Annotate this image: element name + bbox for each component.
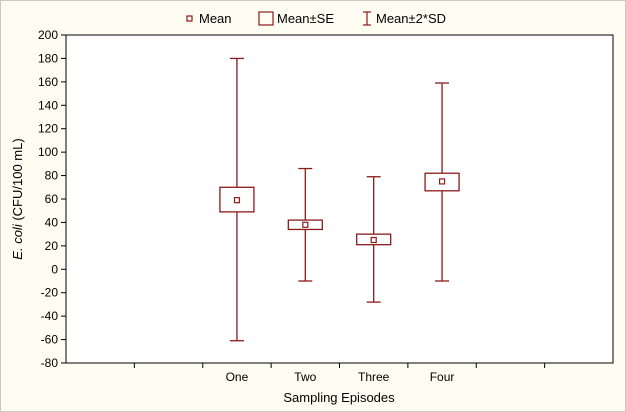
x-tick-label: Three xyxy=(358,370,390,384)
se-box xyxy=(424,172,460,192)
y-tick-label: 180 xyxy=(38,51,58,65)
y-tick-label: 100 xyxy=(38,145,58,159)
y-tick-label: 140 xyxy=(38,98,58,112)
se-box xyxy=(356,233,392,246)
y-tick-label: -60 xyxy=(41,333,59,347)
y-tick-label: 120 xyxy=(38,122,58,136)
se-box xyxy=(287,219,323,231)
mean-marker xyxy=(302,221,309,228)
legend-sd-marker xyxy=(363,11,371,26)
y-tick-label: 160 xyxy=(38,75,58,89)
y-axis-title: E. coli (CFU/100 mL) xyxy=(10,138,25,259)
x-axis-title: Sampling Episodes xyxy=(283,390,395,405)
mean-marker xyxy=(233,197,241,204)
y-tick-label: 20 xyxy=(45,239,59,253)
y-axis-title-rest: (CFU/100 mL) xyxy=(10,138,25,224)
y-tick-label: -40 xyxy=(41,309,59,323)
box-three xyxy=(356,176,392,303)
mean-marker xyxy=(370,236,377,244)
plot-area xyxy=(65,34,614,364)
y-tick-label: 80 xyxy=(45,169,59,183)
box-two xyxy=(287,167,323,282)
box-four xyxy=(424,82,460,282)
y-tick-label: 0 xyxy=(51,262,58,276)
box-series xyxy=(219,57,460,342)
x-tick-label: Four xyxy=(430,370,455,384)
x-axis: One Two Three Four xyxy=(133,363,546,384)
legend-se-marker xyxy=(258,11,274,26)
legend-sd-label: Mean±2*SD xyxy=(376,11,446,26)
mean-marker xyxy=(438,178,446,185)
y-tick-label: 60 xyxy=(45,192,59,206)
y-axis: -80 -60 -40 -20 0 20 40 60 80 100 120 140 160 180 200 xyxy=(38,28,66,370)
legend-se-label: Mean±SE xyxy=(277,11,334,26)
y-tick-label: 40 xyxy=(45,215,59,229)
box-one xyxy=(219,57,255,342)
x-tick-label: One xyxy=(226,370,249,384)
legend-mean-marker xyxy=(186,15,193,22)
y-tick-label: -20 xyxy=(41,286,59,300)
y-tick-label: -80 xyxy=(41,356,59,370)
se-box xyxy=(219,186,255,213)
y-axis-title-italic: E. coli xyxy=(10,223,25,260)
y-tick-label: 200 xyxy=(38,28,58,42)
x-tick-label: Two xyxy=(294,370,316,384)
legend-mean-label: Mean xyxy=(199,11,232,26)
legend: Mean Mean±SE Mean±2*SD xyxy=(186,11,446,26)
